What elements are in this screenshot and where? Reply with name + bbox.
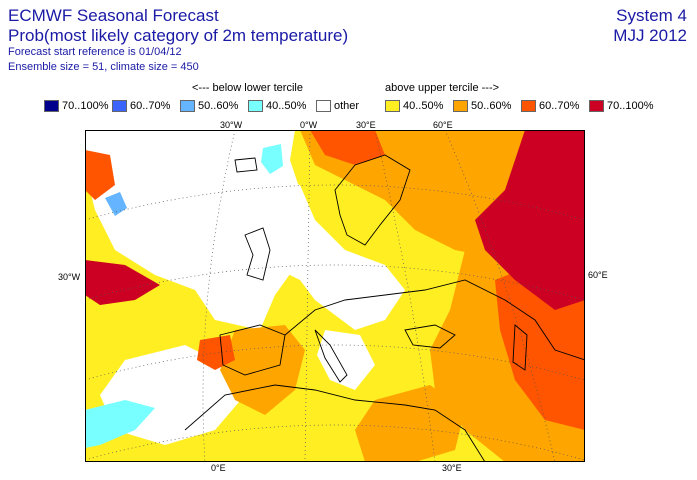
coast-iberia — [219, 324, 286, 376]
region-above-70-100-russia — [475, 130, 585, 310]
title: ECMWF Seasonal Forecast — [8, 6, 219, 25]
legend-swatch — [248, 100, 263, 112]
region-above-70-100-westatlantic — [85, 260, 160, 305]
coastlines — [184, 154, 585, 462]
region-below-40-50-southwest — [85, 400, 155, 448]
legend-item-below-40-50: 40..50% — [248, 99, 306, 113]
ensemble-size: Ensemble size = 51, climate size = 450 — [8, 61, 199, 73]
legend-label: 60..70% — [539, 100, 580, 112]
legend-label: 50..60% — [198, 100, 239, 112]
legend-label: 70..100% — [62, 100, 109, 112]
map-canvas — [85, 130, 585, 462]
legend-label: other — [334, 100, 360, 112]
legend-below-caption: <--- below lower tercile — [192, 82, 303, 94]
subtitle: Prob(most likely category of 2m temperat… — [8, 26, 349, 45]
legend-above-caption: above upper tercile ---> — [385, 82, 500, 94]
legend-label: 40..50% — [266, 100, 307, 112]
tick-right-60e: 60°E — [588, 270, 608, 280]
probability-map — [85, 130, 585, 462]
region-other-mediterranean — [317, 330, 375, 390]
tick-top-30w: 30°W — [220, 120, 243, 130]
legend-item-above-40-50: 40..50% — [385, 99, 443, 113]
legend-swatch — [180, 100, 195, 112]
coast-uk — [244, 227, 271, 281]
region-below-50-60-atlantic — [105, 192, 127, 216]
legend-swatch — [521, 100, 536, 112]
tick-bottom-0e: 0°E — [211, 463, 226, 473]
legend-item-above-50-60: 50..60% — [453, 99, 511, 113]
region-above-60-70-northsea — [310, 130, 385, 165]
tick-left-30w: 30°W — [58, 272, 81, 282]
legend-swatch — [589, 100, 604, 112]
graticule — [85, 130, 585, 462]
region-other-europe — [250, 170, 405, 330]
region-above-60-70-westcoast — [85, 150, 115, 200]
legend-item-above-60-70: 60..70% — [521, 99, 579, 113]
legend-item-below-50-60: 50..60% — [180, 99, 238, 113]
coast-iceland — [234, 157, 258, 173]
coast-blacksea — [404, 324, 456, 349]
region-above-60-70-iberia — [197, 335, 235, 370]
legend-item-above-70-100: 70..100% — [589, 99, 653, 113]
tick-top-60e: 60°E — [433, 120, 453, 130]
legend-label: 50..60% — [471, 100, 512, 112]
region-other-atlantic — [85, 130, 300, 330]
legend-swatch — [316, 100, 331, 112]
legend-swatch — [112, 100, 127, 112]
coast-caspian — [512, 324, 528, 371]
legend-label: 70..100% — [607, 100, 654, 112]
tick-bottom-30e: 30°E — [442, 463, 462, 473]
coast-africa — [184, 384, 486, 462]
legend-label: 60..70% — [130, 100, 171, 112]
legend-item-below-60-70: 60..70% — [112, 99, 170, 113]
tick-top-30e: 30°E — [356, 120, 376, 130]
system-label: System 4 — [616, 6, 687, 25]
coast-mainland — [284, 279, 585, 361]
legend-item-below-70-100: 70..100% — [44, 99, 108, 113]
legend-swatch — [385, 100, 400, 112]
region-above-50-60-southeast — [355, 385, 465, 462]
legend-label: 40..50% — [403, 100, 444, 112]
region-below-40-50-greenland — [261, 144, 283, 174]
map-frame — [85, 130, 585, 462]
period-label: MJJ 2012 — [613, 26, 687, 45]
tick-top-0w: 0°W — [300, 120, 318, 130]
forecast-start: Forecast start reference is 01/04/12 — [8, 46, 182, 58]
coast-italy — [314, 329, 348, 383]
legend-swatch — [44, 100, 59, 112]
legend-swatch — [453, 100, 468, 112]
legend-item-other: other — [316, 99, 359, 113]
coast-scandinavia — [334, 154, 411, 246]
